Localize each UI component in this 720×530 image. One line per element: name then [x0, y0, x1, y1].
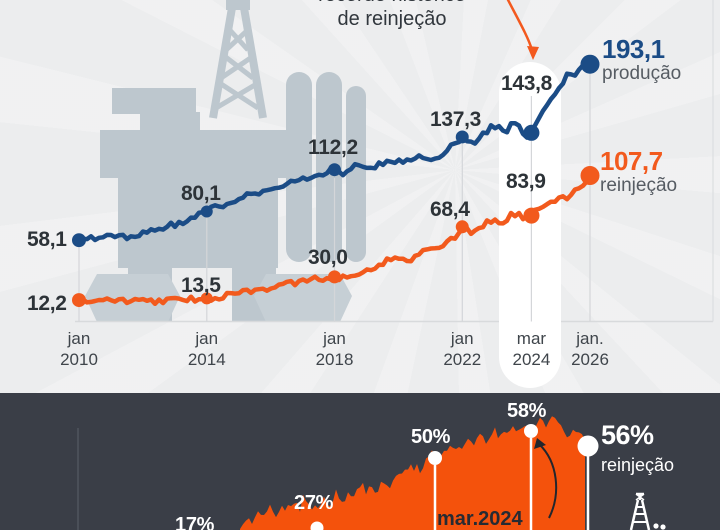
chart-canvas	[0, 0, 720, 530]
derrick-icon	[653, 523, 658, 528]
chart-title-line1: recorde histórico	[252, 0, 532, 7]
reinjecao-point-dot	[456, 220, 469, 233]
derrick-icon	[660, 524, 665, 529]
reinjecao-point-dot	[72, 293, 86, 307]
producao-point-dot	[523, 125, 539, 141]
reinjecao-point-dot	[523, 208, 539, 224]
platform-tank	[346, 86, 366, 262]
producao-point-dot	[201, 206, 213, 218]
reinjecao-point-dot	[581, 166, 600, 185]
record-arrow-icon	[527, 46, 539, 60]
platform-hull	[118, 176, 278, 268]
platform-deck	[100, 130, 305, 178]
chart-title: recorde histórico de reinjeção	[252, 0, 532, 31]
platform-crane	[112, 88, 196, 114]
highlight-pill-mar-2024	[499, 62, 561, 388]
platform-deck	[140, 112, 200, 132]
producao-point-dot	[72, 233, 86, 247]
marker-dot	[428, 451, 442, 465]
marker-dot	[578, 436, 599, 457]
platform-tank	[286, 72, 312, 262]
marker-dot	[524, 424, 538, 438]
producao-point-dot	[581, 55, 600, 74]
infographic: 58,112,280,113,5112,230,0137,368,4143,88…	[0, 0, 720, 530]
producao-point-dot	[456, 130, 469, 143]
producao-point-dot	[328, 163, 341, 176]
reinjecao-point-dot	[201, 292, 213, 304]
reinjecao-point-dot	[328, 270, 341, 283]
chart-title-line2: de reinjeção	[252, 7, 532, 31]
